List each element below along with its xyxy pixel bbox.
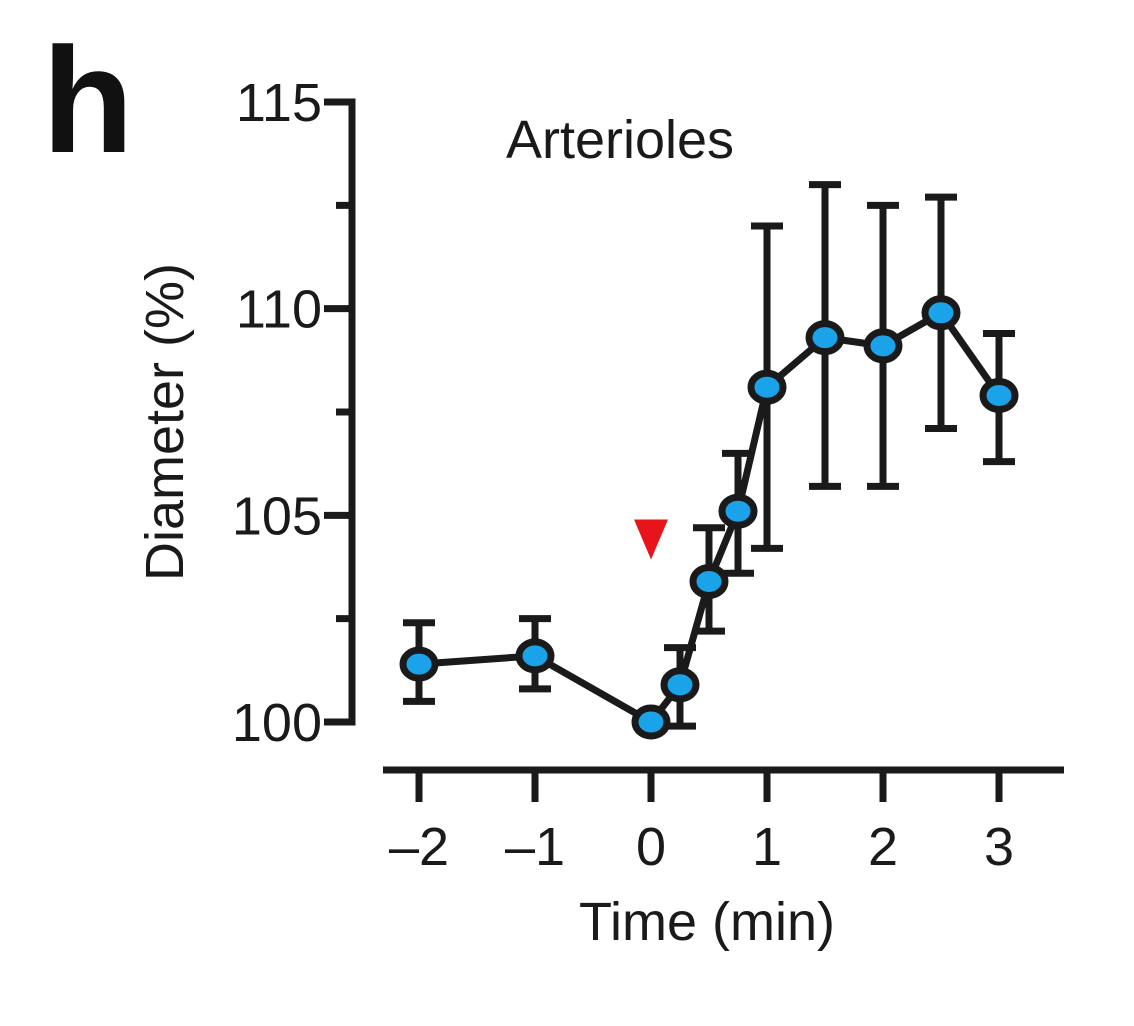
error-bars bbox=[403, 181, 1015, 730]
x-tick-label: 2 bbox=[868, 817, 898, 877]
data-points bbox=[399, 295, 1019, 740]
x-axis-ticks: –2 –1 0 1 2 3 bbox=[389, 767, 1014, 877]
y-tick-label: 115 bbox=[236, 73, 322, 133]
data-point bbox=[747, 369, 787, 405]
series-line bbox=[418, 309, 1002, 726]
data-point bbox=[660, 667, 700, 703]
panel-label: h bbox=[42, 16, 134, 184]
x-tick-label: –2 bbox=[389, 817, 449, 877]
data-point bbox=[515, 638, 555, 674]
x-axis-title: Time (min) bbox=[579, 892, 835, 952]
data-point bbox=[718, 493, 758, 529]
y-tick-label: 110 bbox=[236, 280, 322, 340]
y-axis-title: Diameter (%) bbox=[135, 263, 195, 581]
x-tick-label: 0 bbox=[636, 817, 666, 877]
data-point bbox=[921, 295, 961, 331]
y-tick-label: 100 bbox=[232, 693, 322, 753]
data-point bbox=[863, 328, 903, 364]
x-tick-label: 3 bbox=[984, 817, 1014, 877]
data-point bbox=[399, 646, 439, 682]
data-point bbox=[631, 704, 671, 740]
data-point bbox=[805, 320, 845, 356]
stimulus-arrowhead-marker bbox=[634, 519, 668, 560]
y-tick-label: 105 bbox=[232, 486, 322, 546]
data-point bbox=[979, 377, 1019, 413]
x-tick-label: –1 bbox=[505, 817, 565, 877]
chart-title: Arterioles bbox=[506, 110, 734, 170]
annotations bbox=[634, 519, 668, 560]
x-tick-label: 1 bbox=[752, 817, 782, 877]
y-axis-ticks: 100 105 110 115 bbox=[232, 73, 355, 753]
data-point bbox=[689, 563, 729, 599]
